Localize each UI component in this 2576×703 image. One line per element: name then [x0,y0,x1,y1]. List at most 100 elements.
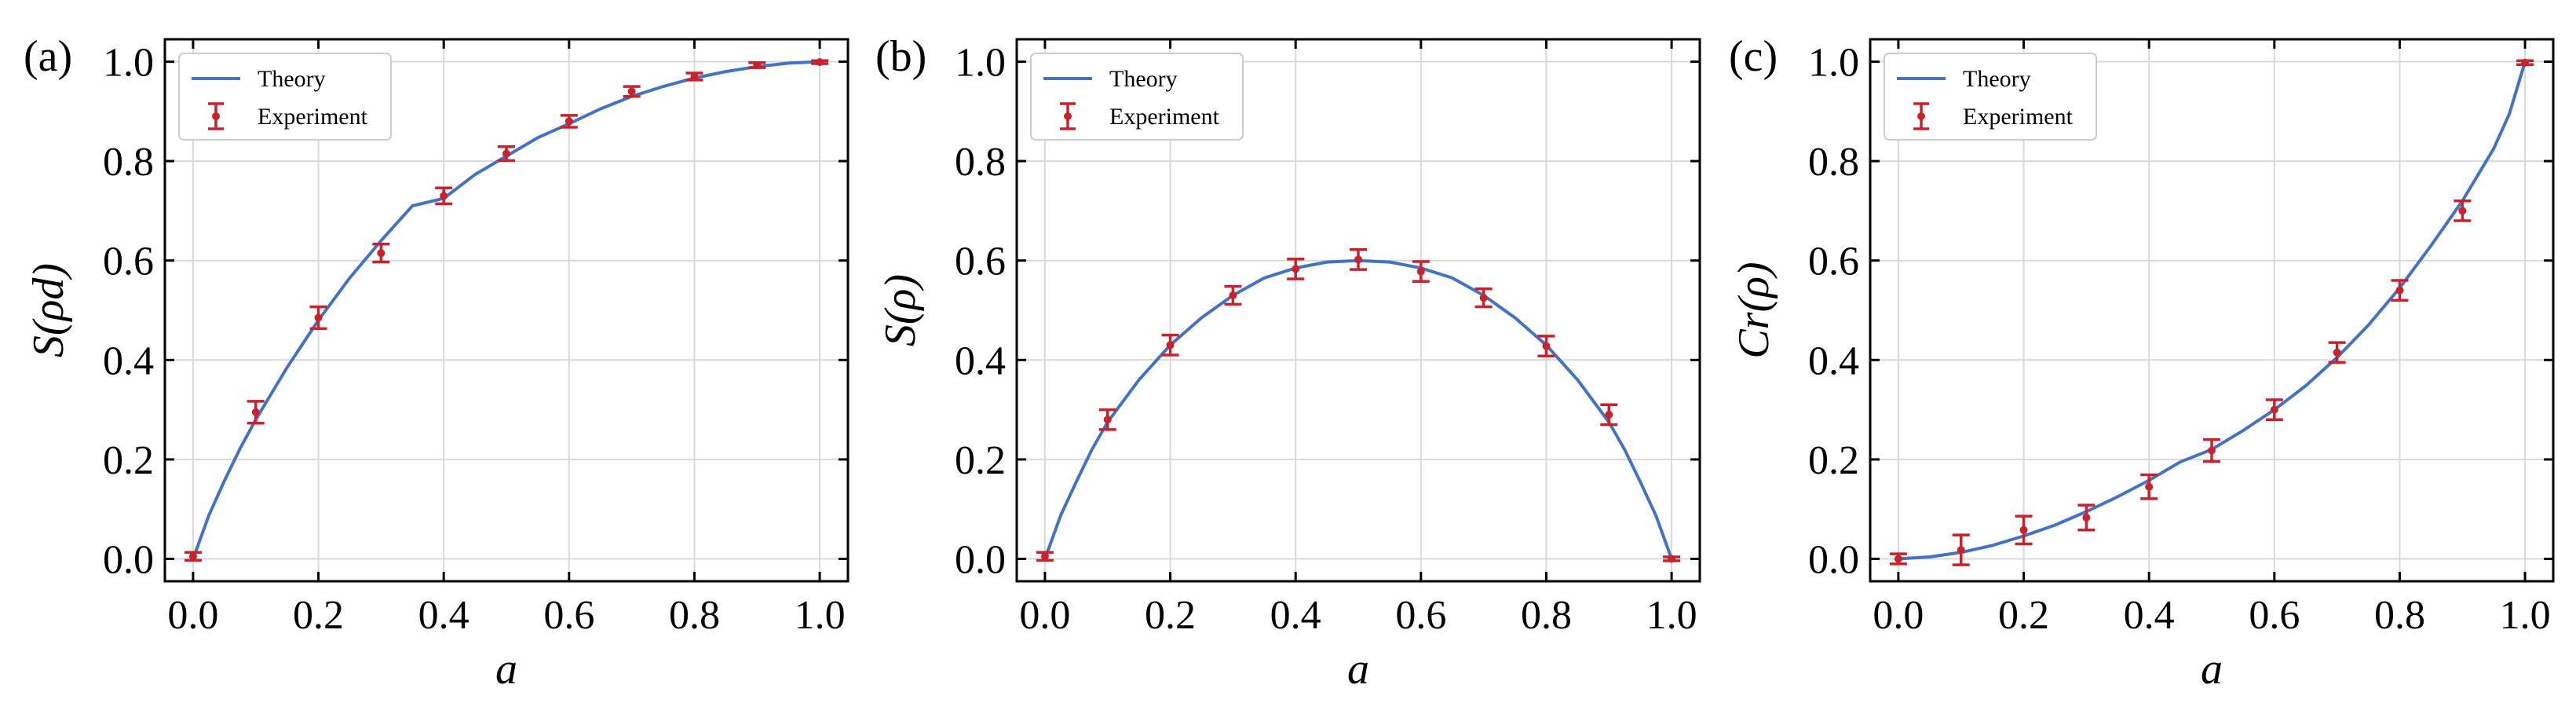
experiment-point [309,305,327,331]
experiment-marker [2208,446,2216,455]
panel-label: (b) [875,32,926,81]
panel-2: 0.0 0.2 0.4 0.6 0.8 1.0 0.0 0.2 0.4 0.6 0.8 1.0 a S(ρ… [875,32,1701,694]
experiment-point [2265,398,2283,422]
experiment-point [498,145,515,163]
legend-box [178,53,392,141]
experiment-marker [188,552,197,561]
experiment-marker [565,117,573,126]
axes-frame [1869,38,2555,583]
experiment-point [1474,287,1493,309]
experiment-point [811,58,829,67]
axes-frame [1015,38,1701,583]
experiment-marker [753,60,762,69]
experiment-point [685,71,703,82]
x-tick-label: 0.0 [1873,593,1924,638]
y-tick-label: 0.0 [103,538,154,583]
y-tick-label: 0.2 [955,438,1006,483]
ticks: 0.0 0.2 0.4 0.6 0.8 1.0 0.0 0.2 0.4 0.6 0.8 1.0 [955,39,1700,638]
x-tick-label: 0.2 [293,593,344,638]
x-tick-label: 0.6 [543,593,594,638]
panel-3: 0.0 0.2 0.4 0.6 0.8 1.0 0.0 0.2 0.4 0.6 0.8 1.0 a Cr(… [1729,32,2555,694]
legend-experiment-label: Experiment [258,104,368,130]
legend-experiment-marker [1064,112,1072,120]
experiment-points [1036,248,1681,563]
experiment-point [1036,551,1054,562]
legend-theory-label: Theory [258,66,326,92]
panel-1: 0.0 0.2 0.4 0.6 0.8 1.0 0.0 0.2 0.4 0.6 0.8 1.0 a S(ρ… [24,32,850,694]
experiment-marker [1894,555,1902,563]
x-tick-label: 0.2 [1998,593,2049,638]
experiment-marker [2082,513,2091,522]
experiment-point [1412,260,1430,284]
experiment-point [2454,199,2472,222]
y-tick-label: 0.8 [1808,140,1859,185]
x-tick-label: 0.0 [167,593,218,638]
theory-line [1043,258,1673,560]
x-tick-label: 0.8 [2374,593,2425,638]
experiment-marker [251,408,260,416]
experiment-point [748,60,766,69]
experiment-points [1889,58,2534,566]
experiment-marker [377,249,385,258]
y-tick-label: 0.6 [955,240,1006,284]
experiment-point [372,243,390,264]
experiment-point [2015,514,2033,546]
x-tick-label: 1.0 [795,593,846,638]
y-tick-label: 0.4 [1808,339,1859,383]
legend-experiment-marker [212,112,220,120]
y-tick-label: 0.4 [103,339,154,383]
experiment-marker [2395,286,2404,295]
experiment-point [1098,408,1116,431]
experiment-marker [627,87,636,96]
experiment-marker [1354,255,1362,264]
x-tick-label: 1.0 [2500,593,2551,638]
y-tick-label: 1.0 [1808,40,1859,85]
x-tick-label: 0.6 [2249,593,2300,638]
experiment-marker [1166,341,1175,350]
legend-box [1884,53,2097,141]
experiment-point [623,85,641,98]
experiment-point [2140,473,2158,500]
panel-label: (c) [1729,32,1778,81]
theory-line [1898,60,2527,561]
y-tick-label: 0.8 [103,140,154,185]
y-tick-label: 0.0 [955,538,1006,583]
experiment-marker [1040,552,1049,561]
y-axis-label: S(ρd) [24,263,73,357]
legend-experiment-label: Experiment [1109,104,1220,130]
y-tick-label: 0.6 [1808,240,1859,284]
x-tick-label: 0.4 [1270,593,1321,638]
experiment-point [560,114,578,129]
y-tick-label: 0.8 [955,140,1006,185]
experiment-points [184,58,829,562]
experiment-point [1952,533,1970,566]
experiment-marker [816,58,824,67]
experiment-marker [2145,482,2154,491]
experiment-marker [1229,291,1237,300]
experiment-point [184,551,202,562]
y-tick-label: 0.0 [1808,538,1859,583]
x-axis-label: a [2201,645,2223,694]
experiment-marker [2270,405,2278,414]
y-axis-label: Cr(ρ) [1730,262,1778,358]
experiment-marker [1103,416,1112,424]
experiment-point [1287,258,1305,280]
experiment-point [435,186,453,206]
experiment-point [2077,503,2096,532]
experiment-marker [1292,265,1300,273]
experiment-point [1889,552,1907,566]
theory-line [192,60,820,560]
y-axis-label: S(ρ) [876,274,925,346]
experiment-point [1537,335,1555,357]
experiment-point [2516,58,2534,67]
x-axis-label: a [495,645,517,694]
experiment-marker [1957,546,1965,555]
experiment-marker [2333,348,2341,357]
legend: Theory Experiment [178,53,392,141]
x-tick-label: 0.4 [2124,593,2175,638]
y-tick-label: 1.0 [955,40,1006,85]
y-tick-label: 0.6 [103,240,154,284]
legend-theory-label: Theory [1963,66,2031,92]
legend-box [1030,53,1244,141]
